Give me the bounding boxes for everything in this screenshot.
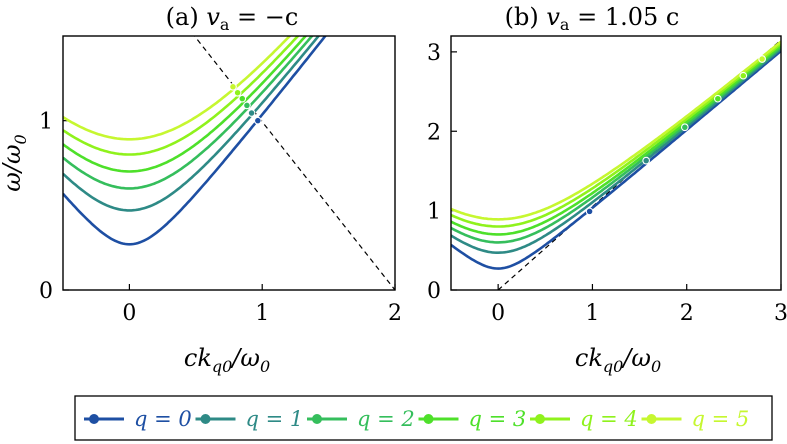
legend-marker-q3 xyxy=(423,414,434,424)
x-tick-label: 0 xyxy=(122,301,136,326)
legend-label-q2: q = 2 xyxy=(357,407,415,431)
y-tick-label: 2 xyxy=(427,120,441,145)
legend: q = 0 q = 1 q = 2 q = 3 q = 4 q = 5 xyxy=(74,395,773,441)
panel-a-frame xyxy=(62,35,396,291)
legend-marker-q4 xyxy=(535,414,545,424)
panel-b-curves xyxy=(451,40,781,270)
panel-a-ylabel: ω/ω0 xyxy=(0,134,30,191)
series-line-q5 xyxy=(451,40,781,221)
legend-marker-q1 xyxy=(200,414,211,424)
series-marker-q5 xyxy=(229,82,237,91)
panel-b-frame xyxy=(450,35,782,291)
series-line-q5 xyxy=(63,36,292,141)
x-tick-label: 1 xyxy=(585,301,599,326)
panel-b: (b) va = 1.05 c 0 1 2 3 0 1 2 3 ckq0/ω0 xyxy=(427,3,787,376)
series-line-q0 xyxy=(63,36,327,246)
series-line-q2 xyxy=(63,36,314,190)
legend-label-q4: q = 4 xyxy=(580,407,638,431)
series-line-q3 xyxy=(451,44,781,236)
series-line-q0 xyxy=(451,49,781,270)
series-marker-q3 xyxy=(238,94,247,103)
y-tick-label: 3 xyxy=(427,41,441,66)
series-line-q4 xyxy=(451,42,781,228)
panel-b-ticks: 0 1 2 3 0 1 2 3 xyxy=(427,41,787,326)
panel-a-light-line xyxy=(193,36,395,290)
series-line-q4 xyxy=(63,36,300,156)
legend-label-q0: q = 0 xyxy=(134,407,192,431)
series-line-q3 xyxy=(63,36,308,173)
x-tick-label: 0 xyxy=(491,301,505,326)
panel-a: (a) va = −c 0 1 2 0 1 ckq0/ω0 ω/ω0 xyxy=(0,3,402,376)
series-marker-q1 xyxy=(642,156,651,165)
series-marker-q0 xyxy=(585,207,594,216)
y-tick-label: 1 xyxy=(427,200,441,225)
panel-a-xlabel: ckq0/ω0 xyxy=(184,344,270,376)
panel-b-markers xyxy=(585,55,766,216)
legend-label-q3: q = 3 xyxy=(469,407,527,431)
series-marker-q0 xyxy=(253,116,262,125)
series-marker-q4 xyxy=(739,71,748,80)
panel-a-curves xyxy=(63,36,327,246)
x-tick-label: 3 xyxy=(774,301,787,326)
legend-label-q5: q = 5 xyxy=(692,407,750,431)
panel-a-markers xyxy=(229,82,262,125)
panel-b-xlabel: ckq0/ω0 xyxy=(575,344,661,376)
x-tick-label: 2 xyxy=(680,301,694,326)
y-tick-label: 0 xyxy=(39,279,53,304)
x-tick-label: 2 xyxy=(388,301,402,326)
legend-marker-q5 xyxy=(646,414,657,424)
legend-label-q1: q = 1 xyxy=(246,407,304,431)
panel-b-title: (b) va = 1.05 c xyxy=(505,3,680,34)
y-tick-label: 0 xyxy=(427,279,441,304)
legend-marker-q0 xyxy=(89,414,99,424)
series-line-q2 xyxy=(451,46,781,244)
series-line-q1 xyxy=(451,47,781,254)
legend-marker-q2 xyxy=(312,414,322,424)
series-marker-q3 xyxy=(713,94,722,103)
panel-a-title: (a) va = −c xyxy=(166,3,299,34)
series-marker-q4 xyxy=(233,88,242,97)
x-tick-label: 1 xyxy=(255,301,269,326)
series-marker-q1 xyxy=(247,109,256,117)
series-line-q1 xyxy=(63,36,321,212)
legend-items: q = 0 q = 1 q = 2 q = 3 q = 4 q = 5 xyxy=(84,407,749,431)
panel-a-ticks: 0 1 2 0 1 xyxy=(39,110,402,326)
series-marker-q2 xyxy=(243,101,251,110)
y-tick-label: 1 xyxy=(39,110,53,135)
series-marker-q2 xyxy=(680,123,689,132)
series-marker-q5 xyxy=(758,55,766,63)
